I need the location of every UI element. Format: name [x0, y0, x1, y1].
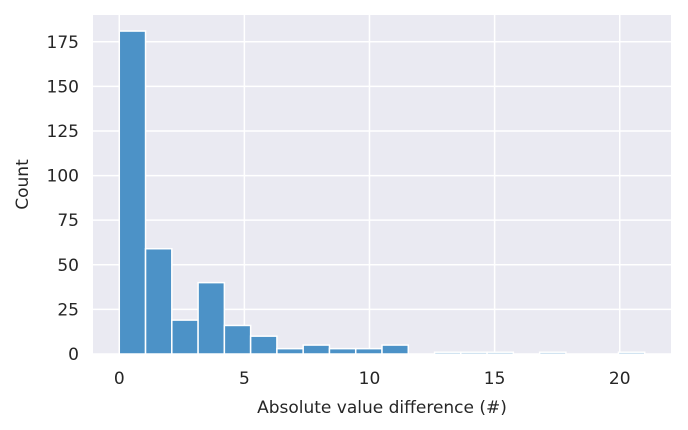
y-axis-title: Count: [13, 159, 33, 210]
plot-background: [93, 15, 671, 354]
y-tick-label: 25: [57, 300, 79, 320]
histogram-bar: [223, 324, 252, 355]
histogram-bar: [460, 351, 488, 355]
bars: [118, 30, 646, 355]
histogram-bar: [354, 347, 383, 355]
y-tick-label: 175: [47, 33, 79, 53]
x-tick-label: 5: [239, 369, 250, 389]
histogram-bar: [144, 247, 173, 355]
histogram-bar: [276, 347, 304, 355]
histogram-bar: [381, 344, 410, 355]
histogram-bar: [433, 351, 462, 355]
y-tick-label: 50: [57, 256, 79, 276]
histogram-bar: [118, 30, 147, 355]
x-axis-title: Absolute value difference (#): [257, 398, 507, 418]
histogram-bar: [486, 351, 515, 355]
x-tick-label: 15: [484, 369, 506, 389]
histogram-bar: [302, 344, 331, 355]
y-tick-labels: 0 25 50 75 100 125 150 175: [47, 33, 79, 365]
y-tick-label: 100: [47, 167, 79, 187]
x-tick-label: 20: [609, 369, 631, 389]
x-tick-label: 0: [114, 369, 125, 389]
histogram-bar: [249, 335, 278, 355]
histogram-bar: [328, 347, 357, 355]
y-tick-label: 150: [47, 77, 79, 97]
x-tick-label: 10: [359, 369, 381, 389]
histogram-bar: [538, 351, 567, 355]
x-tick-labels: 0 5 10 15 20: [114, 369, 631, 389]
histogram-bar: [617, 351, 646, 355]
histogram-bar: [171, 319, 199, 355]
y-tick-label: 75: [57, 211, 79, 231]
y-tick-label: 0: [68, 345, 79, 365]
y-tick-label: 125: [47, 122, 79, 142]
histogram-bar: [197, 281, 226, 355]
